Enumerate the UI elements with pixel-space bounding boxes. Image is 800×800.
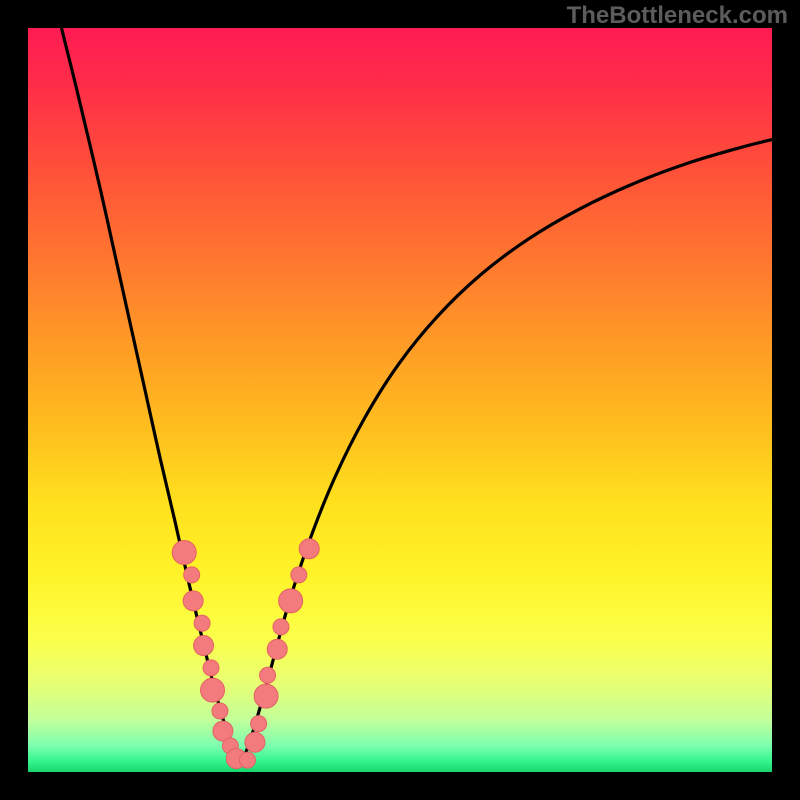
data-marker [273, 619, 289, 635]
data-marker [184, 567, 200, 583]
plot-area [28, 28, 772, 772]
data-marker [194, 615, 210, 631]
data-marker [245, 732, 265, 752]
data-marker [279, 589, 303, 613]
data-marker [267, 639, 287, 659]
data-marker [260, 667, 276, 683]
data-marker [251, 716, 267, 732]
data-marker [172, 541, 196, 565]
data-marker [201, 678, 225, 702]
data-marker [203, 660, 219, 676]
data-marker [299, 539, 319, 559]
watermark-text: TheBottleneck.com [567, 2, 788, 30]
data-marker [254, 684, 278, 708]
markers-layer [28, 28, 772, 772]
data-marker [239, 752, 255, 768]
data-marker [194, 636, 214, 656]
data-marker [291, 567, 307, 583]
data-marker [183, 591, 203, 611]
chart-frame: TheBottleneck.com [0, 0, 800, 800]
data-marker [212, 703, 228, 719]
